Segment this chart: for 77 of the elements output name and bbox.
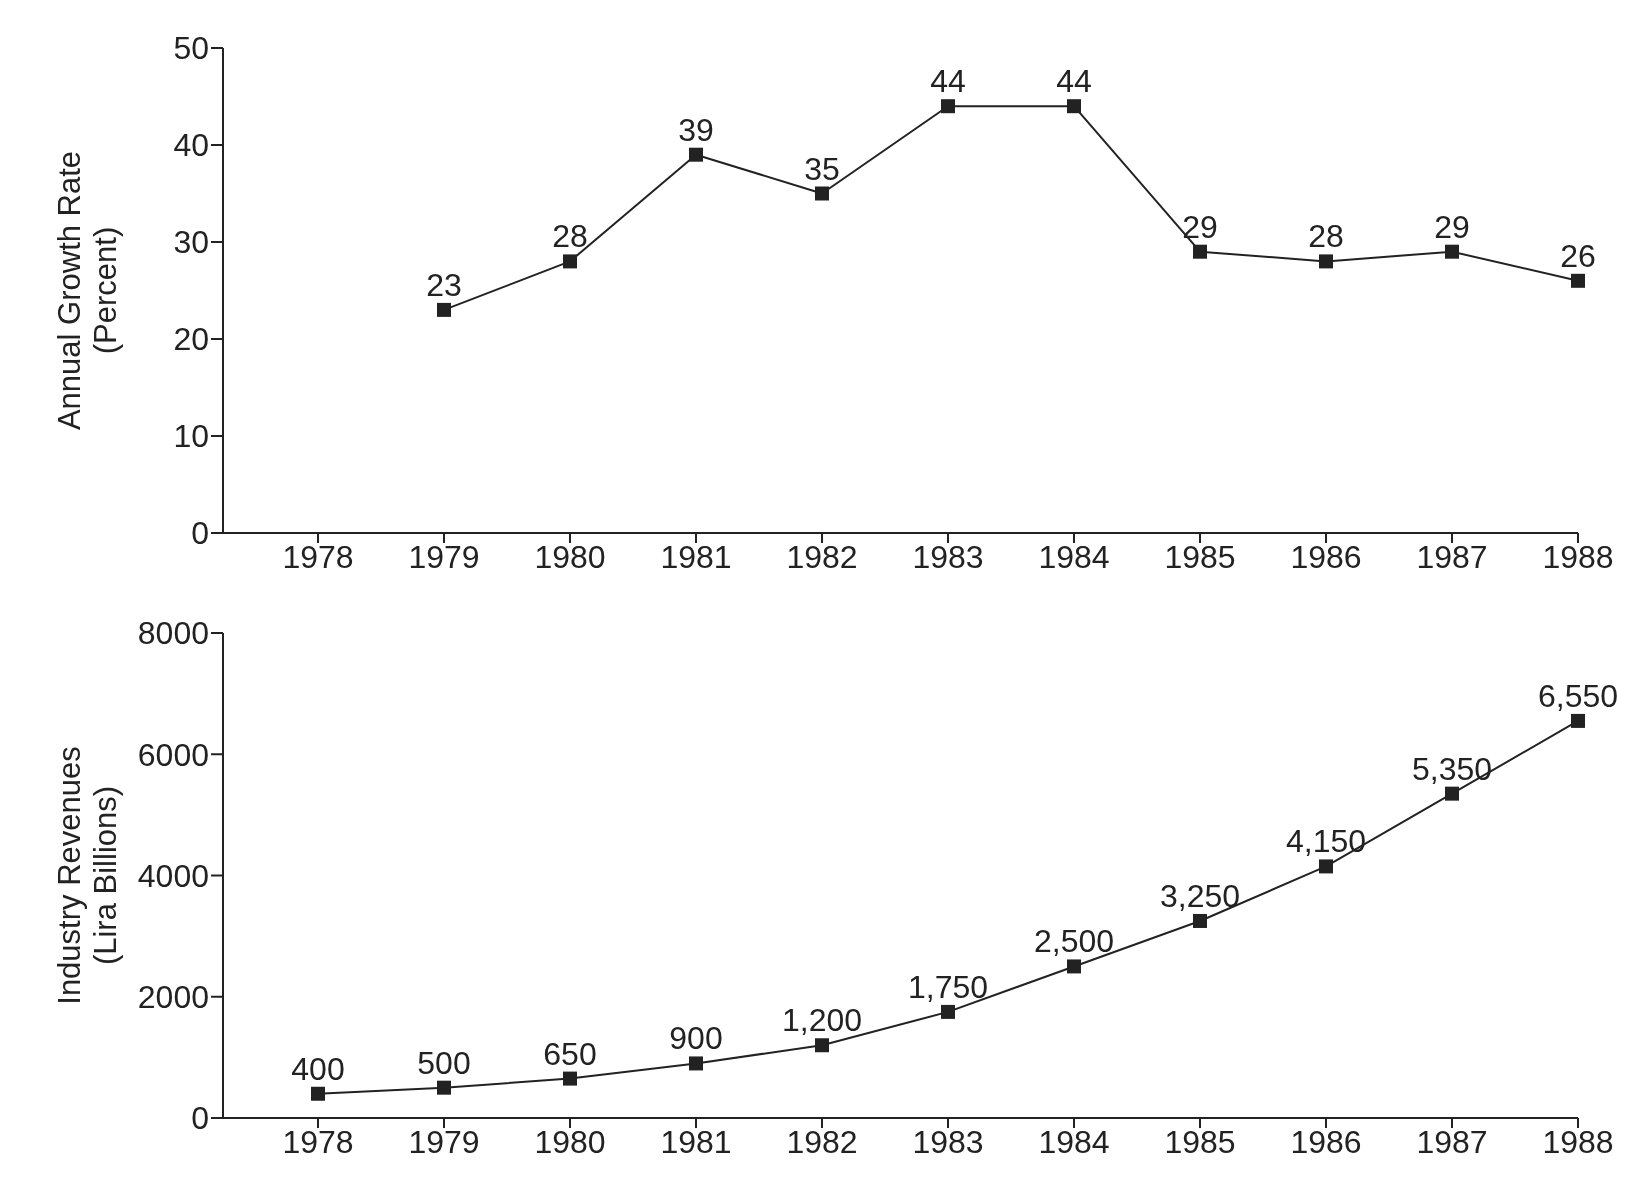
point — [689, 147, 703, 162]
point — [1319, 254, 1333, 269]
x-tick-label: 1985 — [1164, 538, 1236, 575]
data-label: 5,350 — [1411, 750, 1493, 787]
data-label: 500 — [417, 1044, 471, 1081]
y-tick-label: 0 — [191, 515, 209, 552]
y-tick-label: 0 — [191, 1100, 209, 1137]
data-label: 29 — [1434, 208, 1470, 245]
point — [815, 1038, 829, 1053]
point — [1445, 786, 1459, 801]
data-label: 35 — [804, 150, 840, 187]
x-tick-label: 1984 — [1038, 538, 1110, 575]
y-tick-label: 2000 — [137, 979, 209, 1016]
y-tick-label: 6000 — [137, 736, 209, 773]
x-tick-label: 1978 — [282, 538, 354, 575]
x-tick-label: 1986 — [1290, 538, 1362, 575]
point — [563, 254, 577, 269]
x-tick-label: 1978 — [282, 1123, 354, 1160]
point — [1193, 913, 1207, 928]
x-tick-label: 1983 — [912, 538, 984, 575]
data-label: 900 — [669, 1020, 723, 1057]
point — [437, 1080, 451, 1095]
data-label: 29 — [1182, 208, 1218, 245]
point — [941, 1004, 955, 1019]
point — [1445, 244, 1459, 259]
x-tick-label: 1988 — [1542, 1123, 1614, 1160]
x-tick-label: 1979 — [408, 538, 480, 575]
y-tick-label: 20 — [173, 321, 209, 358]
data-label: 28 — [552, 218, 588, 255]
point — [815, 186, 829, 201]
data-label: 4,150 — [1285, 823, 1367, 860]
point — [1067, 99, 1081, 114]
data-label: 28 — [1308, 218, 1344, 255]
x-tick-label: 1982 — [786, 538, 858, 575]
data-label: 39 — [678, 111, 714, 148]
data-label: 3,250 — [1159, 877, 1241, 914]
point — [941, 99, 955, 114]
x-tick-label: 1984 — [1038, 1123, 1110, 1160]
point — [1571, 273, 1585, 288]
data-label: 6,550 — [1537, 677, 1619, 714]
data-label: 26 — [1560, 237, 1596, 274]
x-tick-label: 1986 — [1290, 1123, 1362, 1160]
point — [437, 302, 451, 317]
x-tick-label: 1981 — [660, 1123, 732, 1160]
point — [1193, 244, 1207, 259]
x-tick-label: 1980 — [534, 538, 606, 575]
x-tick-label: 1988 — [1542, 538, 1614, 575]
point — [689, 1056, 703, 1071]
y-tick-label: 4000 — [137, 857, 209, 894]
data-label: 1,750 — [907, 968, 989, 1005]
y-tick-label: 30 — [173, 224, 209, 261]
data-label: 23 — [426, 266, 462, 303]
data-label: 400 — [291, 1050, 345, 1087]
data-label: 650 — [543, 1035, 597, 1072]
point — [563, 1071, 577, 1086]
data-label: 44 — [930, 63, 966, 100]
point — [1319, 859, 1333, 874]
x-tick-label: 1985 — [1164, 1123, 1236, 1160]
y-axis-title: Industry Revenues (Lira Billions) — [52, 746, 123, 1005]
x-tick-label: 1987 — [1416, 538, 1488, 575]
x-tick-label: 1982 — [786, 1123, 858, 1160]
x-tick-label: 1980 — [534, 1123, 606, 1160]
point — [1571, 713, 1585, 728]
point — [311, 1086, 325, 1101]
x-tick-label: 1979 — [408, 1123, 480, 1160]
x-tick-label: 1987 — [1416, 1123, 1488, 1160]
y-tick-label: 10 — [173, 418, 209, 455]
y-tick-label: 8000 — [137, 615, 209, 652]
x-tick-label: 1983 — [912, 1123, 984, 1160]
y-tick-label: 40 — [173, 127, 209, 164]
x-tick-label: 1981 — [660, 538, 732, 575]
data-label: 1,200 — [781, 1002, 863, 1039]
data-label: 2,500 — [1033, 923, 1115, 960]
y-axis-title: Annual Growth Rate (Percent) — [52, 150, 123, 431]
point — [1067, 959, 1081, 974]
y-tick-label: 50 — [173, 30, 209, 67]
data-label: 44 — [1056, 63, 1092, 100]
